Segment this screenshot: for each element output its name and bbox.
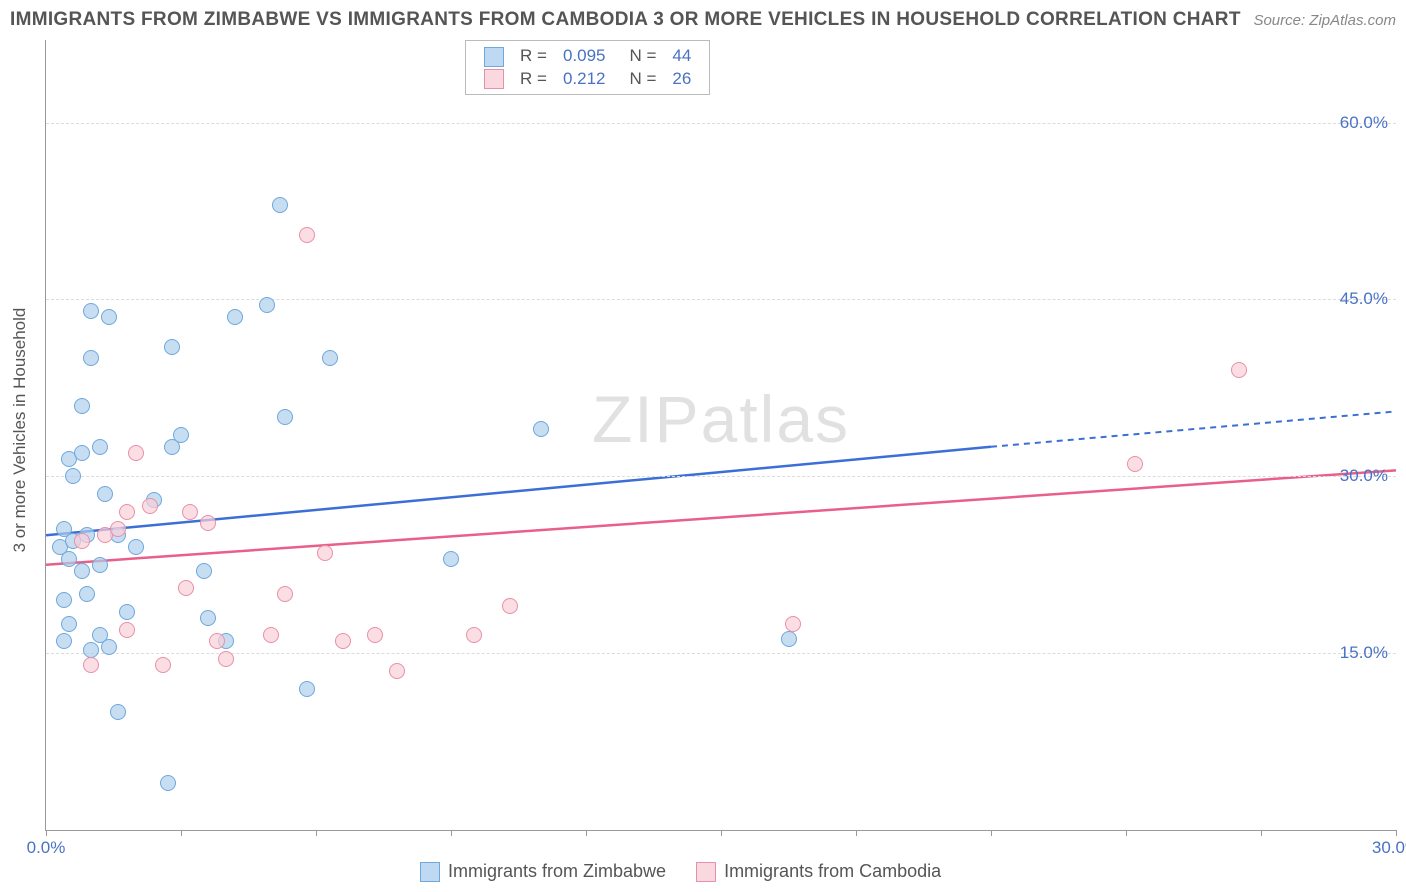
data-point xyxy=(61,551,77,567)
data-point xyxy=(119,604,135,620)
gridline-h xyxy=(46,123,1396,124)
x-tick-mark xyxy=(721,830,722,836)
data-point xyxy=(173,427,189,443)
data-point xyxy=(367,627,383,643)
x-tick-mark xyxy=(586,830,587,836)
data-point xyxy=(335,633,351,649)
x-tick-mark xyxy=(451,830,452,836)
data-point xyxy=(92,439,108,455)
swatch-pink-icon xyxy=(484,69,504,89)
x-tick-mark xyxy=(1396,830,1397,836)
data-point xyxy=(128,539,144,555)
swatch-pink-icon xyxy=(696,862,716,882)
data-point xyxy=(83,350,99,366)
data-point xyxy=(79,586,95,602)
swatch-blue-icon xyxy=(484,47,504,67)
data-point xyxy=(209,633,225,649)
gridline-h xyxy=(46,476,1396,477)
x-tick-mark xyxy=(1126,830,1127,836)
data-point xyxy=(227,309,243,325)
x-tick-label: 0.0% xyxy=(27,838,66,858)
data-point xyxy=(119,504,135,520)
data-point xyxy=(92,557,108,573)
data-point xyxy=(155,657,171,673)
data-point xyxy=(263,627,279,643)
x-tick-mark xyxy=(991,830,992,836)
gridline-h xyxy=(46,653,1396,654)
data-point xyxy=(101,639,117,655)
data-point xyxy=(65,468,81,484)
data-point xyxy=(74,445,90,461)
data-point xyxy=(502,598,518,614)
y-tick-label: 60.0% xyxy=(1340,113,1388,133)
y-tick-label: 15.0% xyxy=(1340,643,1388,663)
data-point xyxy=(322,350,338,366)
x-tick-mark xyxy=(1261,830,1262,836)
data-point xyxy=(56,592,72,608)
legend-label: Immigrants from Cambodia xyxy=(724,861,941,882)
data-point xyxy=(196,563,212,579)
data-point xyxy=(178,580,194,596)
data-point xyxy=(83,642,99,658)
data-point xyxy=(61,616,77,632)
x-tick-label: 30.0% xyxy=(1372,838,1406,858)
data-point xyxy=(74,563,90,579)
data-point xyxy=(1231,362,1247,378)
data-point xyxy=(389,663,405,679)
data-point xyxy=(317,545,333,561)
data-point xyxy=(83,657,99,673)
data-point xyxy=(299,681,315,697)
legend-item-cambodia: Immigrants from Cambodia xyxy=(696,861,941,882)
data-point xyxy=(533,421,549,437)
data-point xyxy=(160,775,176,791)
data-point xyxy=(182,504,198,520)
data-point xyxy=(97,486,113,502)
swatch-blue-icon xyxy=(420,862,440,882)
watermark: ZIPatlas xyxy=(592,381,850,457)
data-point xyxy=(466,627,482,643)
y-axis-title: 3 or more Vehicles in Household xyxy=(10,308,30,553)
legend-label: Immigrants from Zimbabwe xyxy=(448,861,666,882)
plot-area: ZIPatlas 15.0%30.0%45.0%60.0%0.0%30.0% xyxy=(45,40,1396,831)
data-point xyxy=(200,610,216,626)
data-point xyxy=(277,586,293,602)
data-point xyxy=(259,297,275,313)
chart-title: IMMIGRANTS FROM ZIMBABWE VS IMMIGRANTS F… xyxy=(10,9,1241,31)
data-point xyxy=(74,533,90,549)
data-point xyxy=(56,633,72,649)
data-point xyxy=(119,622,135,638)
data-point xyxy=(272,197,288,213)
data-point xyxy=(83,303,99,319)
data-point xyxy=(110,704,126,720)
source-label: Source: ZipAtlas.com xyxy=(1253,12,1396,29)
legend-row-cambodia: R = 0.212 N = 26 xyxy=(476,68,699,91)
data-point xyxy=(164,339,180,355)
x-tick-mark xyxy=(856,830,857,836)
data-point xyxy=(277,409,293,425)
data-point xyxy=(781,631,797,647)
gridline-h xyxy=(46,299,1396,300)
data-point xyxy=(101,309,117,325)
y-tick-label: 45.0% xyxy=(1340,289,1388,309)
x-tick-mark xyxy=(181,830,182,836)
data-point xyxy=(299,227,315,243)
data-point xyxy=(1127,456,1143,472)
data-point xyxy=(74,398,90,414)
data-point xyxy=(443,551,459,567)
legend-series: Immigrants from Zimbabwe Immigrants from… xyxy=(420,861,941,882)
trend-lines xyxy=(46,40,1396,830)
data-point xyxy=(142,498,158,514)
legend-row-zimbabwe: R = 0.095 N = 44 xyxy=(476,45,699,68)
data-point xyxy=(110,521,126,537)
data-point xyxy=(200,515,216,531)
x-tick-mark xyxy=(46,830,47,836)
y-tick-label: 30.0% xyxy=(1340,466,1388,486)
data-point xyxy=(785,616,801,632)
x-tick-mark xyxy=(316,830,317,836)
legend-correlation: R = 0.095 N = 44 R = 0.212 N = 26 xyxy=(465,40,710,95)
legend-item-zimbabwe: Immigrants from Zimbabwe xyxy=(420,861,666,882)
data-point xyxy=(128,445,144,461)
data-point xyxy=(218,651,234,667)
